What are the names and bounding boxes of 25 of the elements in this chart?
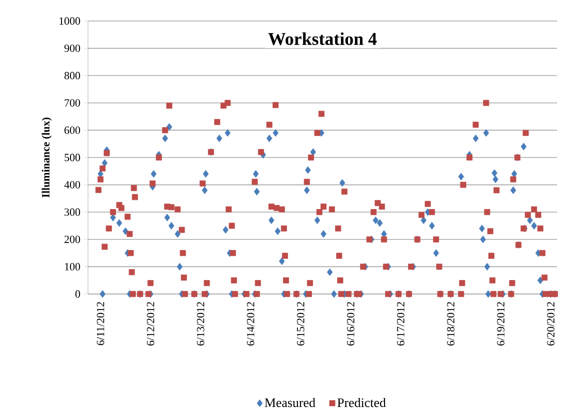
x-tick-label: 6/11/2012 [96, 302, 104, 346]
x-tick-label: 6/15/2012 [296, 302, 304, 346]
x-tick-label: 6/20/2012 [547, 302, 554, 346]
y-axis-title: Illuminance (lux) [42, 118, 52, 198]
y-tick-label: 200 [64, 236, 80, 244]
x-tick-label: 6/19/2012 [497, 302, 504, 346]
y-tick-label: 300 [64, 208, 80, 216]
x-tick-label: 6/12/2012 [146, 302, 154, 346]
legend-label: Measured [264, 398, 316, 408]
y-tick-label: 800 [64, 72, 80, 80]
chart-title: Workstation 4 [268, 32, 377, 46]
y-tick-label: 900 [64, 44, 80, 52]
x-tick-label: 6/16/2012 [346, 302, 354, 346]
legend-label: Predicted [337, 398, 386, 408]
y-tick-label: 400 [64, 181, 80, 188]
x-tick-label: 6/17/2012 [396, 302, 404, 346]
y-tick-label: 500 [64, 154, 80, 162]
y-tick-label: 700 [64, 99, 80, 107]
y-tick-label: 100 [65, 263, 80, 270]
x-tick-label: 6/13/2012 [196, 302, 204, 346]
x-tick-label: 6/18/2012 [447, 302, 454, 346]
y-tick-label: 600 [64, 126, 80, 134]
x-tick-label: 6/14/2012 [246, 302, 254, 346]
y-tick-label: 1000 [60, 17, 80, 25]
y-tick-label: 0 [75, 290, 80, 298]
